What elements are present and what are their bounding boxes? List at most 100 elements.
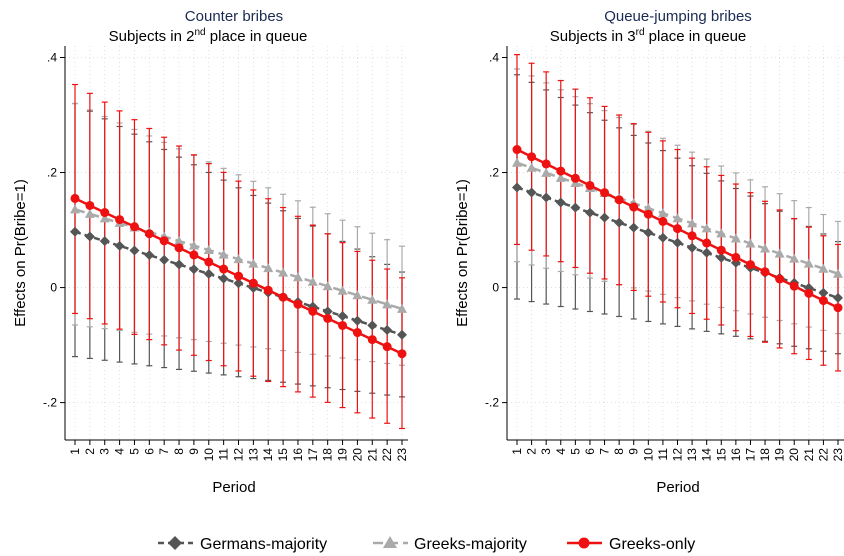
y-tick-label: 0 bbox=[50, 281, 57, 295]
data-point bbox=[397, 349, 407, 359]
data-point bbox=[555, 172, 566, 182]
data-point bbox=[643, 227, 654, 238]
y-tick-label: .2 bbox=[489, 166, 499, 180]
x-tick-label: 16 bbox=[729, 448, 743, 462]
legend-marker-germans-majority bbox=[168, 536, 182, 550]
x-tick-label: 21 bbox=[365, 448, 379, 462]
y-tick-label: .4 bbox=[47, 51, 57, 65]
x-tick-label: 8 bbox=[612, 448, 626, 455]
data-point bbox=[248, 278, 258, 288]
x-tick-label: 10 bbox=[641, 448, 655, 462]
x-tick-label: 3 bbox=[539, 448, 553, 455]
x-tick-label: 3 bbox=[98, 448, 112, 455]
panel-queue-jumping-bribes: Queue-jumping bribes Subjects in 3rd pla… bbox=[454, 8, 844, 496]
data-point bbox=[600, 188, 610, 198]
data-point bbox=[100, 208, 110, 218]
data-point bbox=[745, 260, 755, 270]
x-tick-label: 18 bbox=[321, 448, 335, 462]
legend: Germans-majority Greeks-majority Greeks-… bbox=[158, 536, 695, 553]
x-tick-label: 20 bbox=[787, 448, 801, 462]
data-point bbox=[541, 159, 551, 169]
data-point bbox=[322, 281, 333, 291]
series-line-germans-majority bbox=[516, 186, 839, 300]
data-point bbox=[233, 254, 244, 264]
x-tick-label: 11 bbox=[656, 448, 670, 461]
series-greeks-only bbox=[70, 193, 407, 359]
data-point bbox=[84, 208, 95, 218]
data-point bbox=[818, 263, 829, 273]
series-greeks-only bbox=[512, 145, 843, 313]
data-point bbox=[144, 250, 155, 261]
y-axis-label: Effects on Pr(Bribe=1) bbox=[12, 179, 29, 327]
data-point bbox=[307, 276, 318, 286]
data-point bbox=[382, 299, 393, 309]
data-point bbox=[629, 202, 639, 212]
legend-marker-greeks-majority bbox=[383, 536, 397, 548]
plot-area: -.20.2.41 2 3 4 5 6 7 8 9 10 11 12 13 14 15 16 17 18 19 20 2… bbox=[485, 46, 844, 461]
data-point bbox=[673, 224, 682, 234]
data-point bbox=[512, 182, 522, 193]
x-tick-label: 18 bbox=[758, 448, 772, 462]
data-point bbox=[218, 249, 229, 259]
data-point bbox=[789, 281, 799, 291]
data-point bbox=[716, 245, 726, 255]
y-tick-label: -.2 bbox=[485, 396, 499, 410]
data-point bbox=[115, 215, 125, 225]
data-point bbox=[382, 342, 392, 352]
data-point bbox=[599, 212, 610, 223]
data-point bbox=[204, 257, 214, 267]
data-point bbox=[512, 157, 522, 167]
x-tick-label: 14 bbox=[700, 448, 714, 462]
x-tick-label: 4 bbox=[113, 448, 127, 455]
legend-label-greeks-majority: Greeks-majority bbox=[414, 536, 527, 553]
x-tick-label: 7 bbox=[157, 448, 171, 455]
data-point bbox=[643, 209, 653, 219]
data-point bbox=[672, 213, 683, 223]
y-axis-label: Effects on Pr(Bribe=1) bbox=[454, 179, 471, 327]
data-point bbox=[541, 167, 552, 177]
data-point bbox=[174, 243, 184, 253]
data-point bbox=[818, 296, 828, 306]
data-point bbox=[716, 252, 727, 263]
x-tick-label: 5 bbox=[568, 448, 582, 455]
plot-marks bbox=[512, 54, 843, 372]
legend-label-greeks-only: Greeks-only bbox=[609, 536, 695, 553]
x-tick-label: 15 bbox=[276, 448, 290, 462]
data-point bbox=[628, 222, 639, 233]
data-point bbox=[189, 250, 199, 260]
plot-area: -.20.2.41 2 3 4 5 6 7 8 9 10 11 12 13 14 15 16 17 18 19 20 2… bbox=[43, 46, 409, 461]
x-tick-label: 2 bbox=[83, 448, 97, 455]
data-point bbox=[114, 240, 125, 251]
data-point bbox=[203, 245, 214, 255]
data-point bbox=[263, 263, 274, 273]
plot-marks bbox=[70, 83, 407, 430]
data-point bbox=[129, 222, 139, 232]
data-point bbox=[614, 217, 625, 228]
data-point bbox=[760, 243, 771, 253]
x-tick-label: 13 bbox=[246, 448, 260, 462]
data-point bbox=[585, 180, 595, 190]
legend-marker-greeks-only bbox=[578, 537, 590, 549]
x-tick-label: 9 bbox=[627, 448, 641, 455]
x-tick-label: 1 bbox=[510, 448, 524, 455]
x-tick-label: 21 bbox=[802, 448, 816, 462]
data-point bbox=[512, 145, 522, 155]
data-point bbox=[775, 274, 785, 284]
data-point bbox=[367, 320, 378, 331]
data-point bbox=[278, 292, 288, 302]
x-tick-label: 4 bbox=[554, 448, 568, 455]
data-point bbox=[337, 285, 348, 295]
x-tick-label: 22 bbox=[380, 448, 394, 462]
data-point bbox=[833, 303, 843, 313]
x-tick-label: 2 bbox=[525, 448, 539, 455]
data-point bbox=[527, 152, 537, 162]
x-tick-label: 19 bbox=[773, 448, 787, 462]
data-point bbox=[338, 320, 348, 330]
y-tick-label: .4 bbox=[489, 51, 499, 65]
y-tick-label: -.2 bbox=[43, 396, 57, 410]
data-point bbox=[248, 258, 259, 268]
data-point bbox=[555, 197, 566, 208]
data-point bbox=[818, 287, 829, 298]
data-point bbox=[570, 202, 581, 213]
data-point bbox=[803, 258, 814, 268]
